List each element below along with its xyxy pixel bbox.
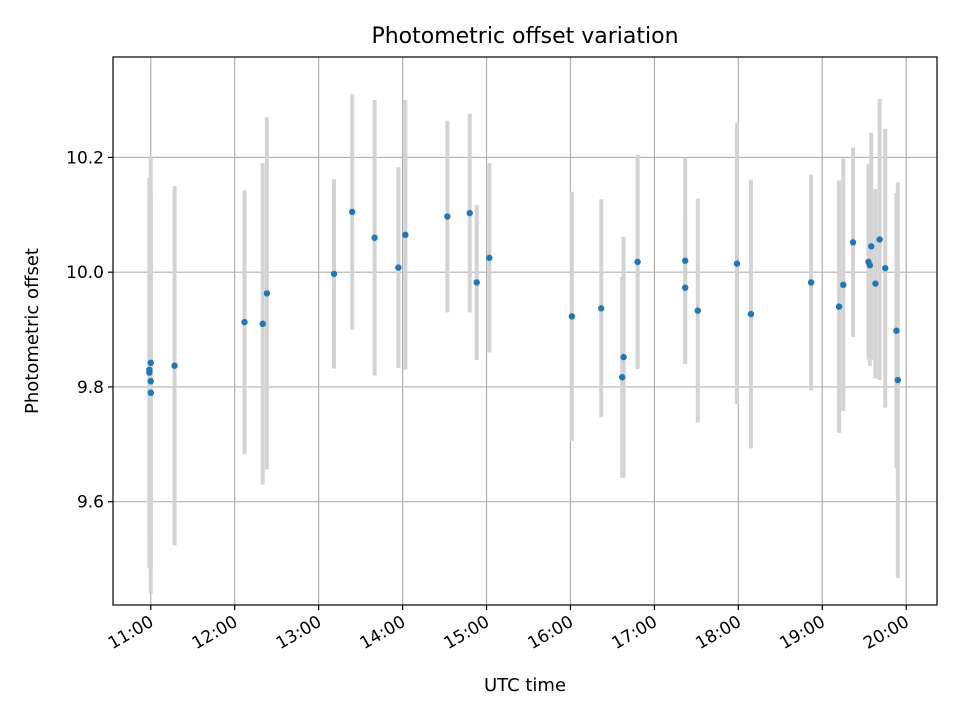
y-gridlines xyxy=(113,156,937,503)
data-point xyxy=(259,320,266,328)
data-point xyxy=(473,279,480,286)
y-axis-label: Photometric offset xyxy=(22,248,43,414)
data-point xyxy=(330,270,338,278)
data-point xyxy=(882,264,889,272)
data-point xyxy=(147,359,154,367)
data-point xyxy=(146,366,153,373)
data-point xyxy=(568,313,576,320)
data-points xyxy=(146,208,902,396)
data-point xyxy=(395,264,402,271)
data-point xyxy=(840,281,847,289)
y-tick-label: 10.2 xyxy=(66,148,104,168)
data-point xyxy=(835,303,843,310)
y-tick-label: 9.8 xyxy=(77,378,104,398)
data-point xyxy=(872,280,879,287)
data-point xyxy=(620,353,627,361)
data-point xyxy=(147,389,154,396)
data-point xyxy=(466,209,473,217)
data-point xyxy=(747,310,755,318)
data-point xyxy=(598,305,605,312)
data-point xyxy=(894,376,902,384)
data-point xyxy=(619,373,626,381)
data-point xyxy=(634,258,641,266)
data-point xyxy=(486,254,493,262)
data-point xyxy=(171,362,178,369)
chart-title: Photometric offset variation xyxy=(371,24,678,49)
data-point xyxy=(694,307,701,314)
data-point xyxy=(849,239,857,246)
data-point xyxy=(681,257,689,264)
data-point xyxy=(402,231,409,239)
data-point xyxy=(866,262,874,269)
data-point xyxy=(868,243,875,250)
data-point xyxy=(371,234,378,241)
data-point xyxy=(876,236,883,243)
data-point xyxy=(807,279,815,286)
data-point xyxy=(241,318,248,326)
data-point xyxy=(263,290,271,297)
data-point xyxy=(147,378,154,385)
data-point xyxy=(733,260,741,267)
y-tick-label: 9.6 xyxy=(77,493,104,513)
data-point xyxy=(681,284,689,291)
data-point xyxy=(444,213,451,220)
data-point xyxy=(349,208,356,216)
plot-frame xyxy=(112,56,938,606)
y-axis-ticks: 9.6 9.8 10.0 10.2 xyxy=(66,148,113,513)
data-point xyxy=(893,327,900,334)
x-axis-label: UTC time xyxy=(484,675,566,696)
y-tick-label: 10.0 xyxy=(66,263,104,283)
